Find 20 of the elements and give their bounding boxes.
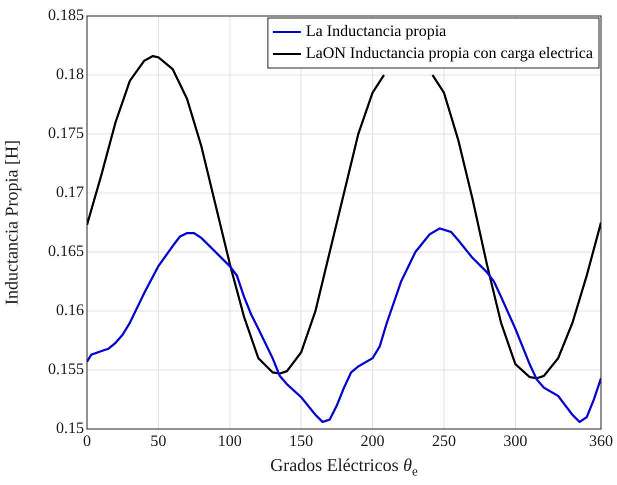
y-tick-label: 0.15: [56, 420, 84, 438]
y-tick-label: 0.185: [48, 7, 84, 24]
x-tick-label: 150: [289, 432, 314, 450]
x-tick-label: 360: [589, 432, 613, 450]
legend-label: La Inductancia propia: [306, 23, 446, 40]
x-axis-title: Grados Eléctricos θ$_{e}$: [269, 455, 419, 480]
x-tick-label: 200: [360, 432, 385, 450]
y-tick-label: 0.18: [56, 66, 84, 84]
x-tick-label: 250: [432, 432, 456, 450]
legend-label: LaON Inductancia propia con carga electrica: [306, 45, 594, 62]
x-tick-label: 300: [503, 432, 528, 450]
x-tick-label: 0: [83, 432, 91, 450]
y-axis-title: Inductancia Propia [H]: [2, 140, 22, 305]
y-tick-label: 0.17: [56, 184, 84, 202]
y-tick-label: 0.155: [48, 361, 84, 378]
x-tick-label: 50: [150, 432, 166, 450]
y-tick-label: 0.165: [48, 243, 84, 260]
y-tick-label: 0.16: [56, 302, 84, 320]
y-tick-label: 0.175: [48, 125, 84, 142]
x-tick-label: 100: [218, 432, 242, 450]
